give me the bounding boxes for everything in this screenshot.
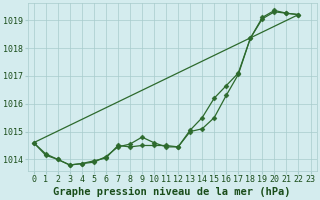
X-axis label: Graphe pression niveau de la mer (hPa): Graphe pression niveau de la mer (hPa) xyxy=(53,186,291,197)
